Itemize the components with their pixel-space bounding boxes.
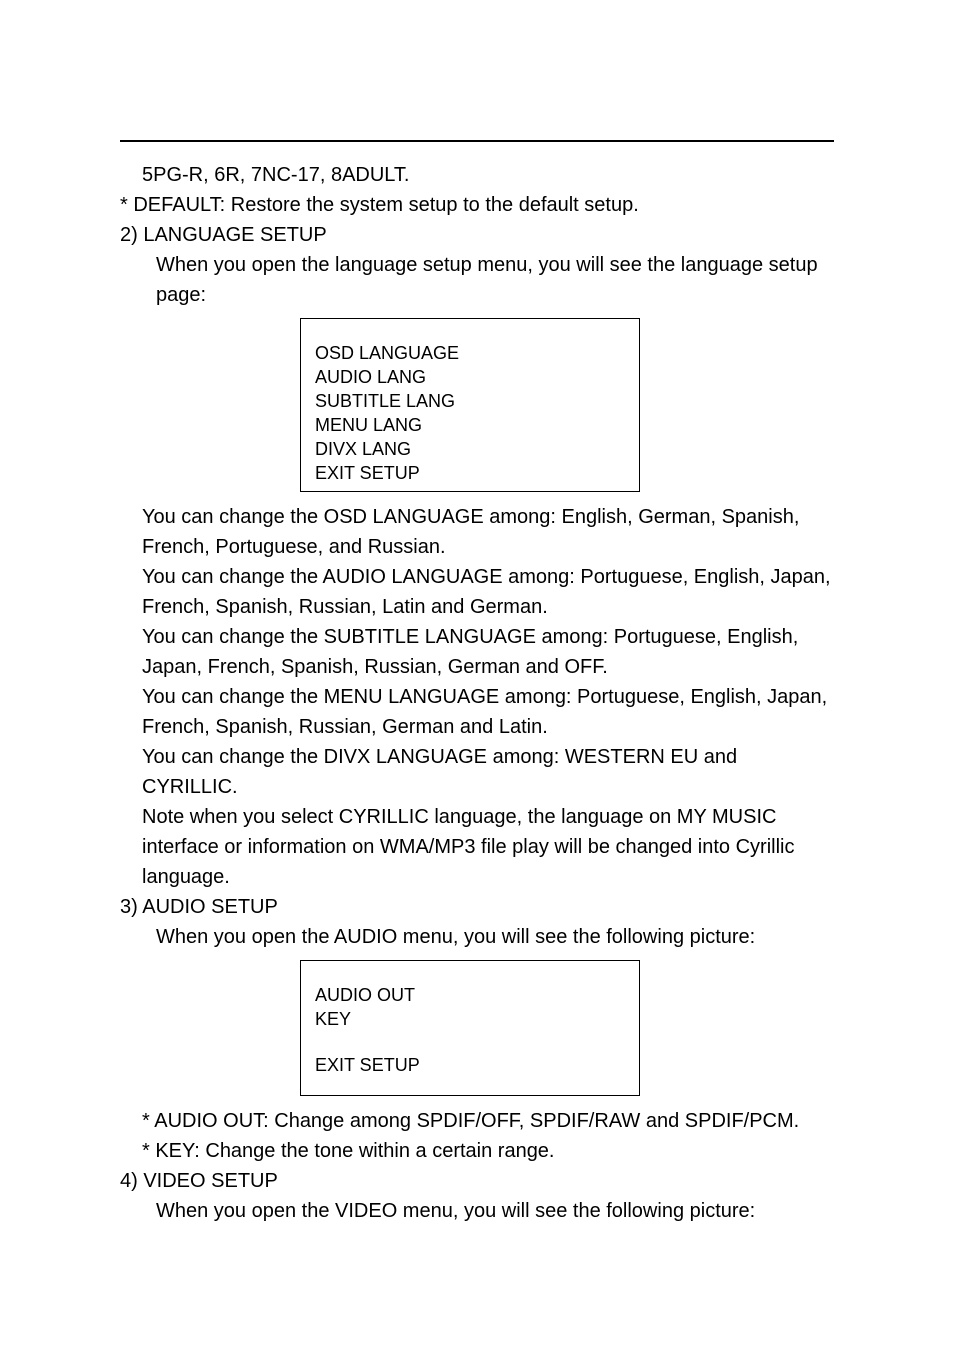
divx-lang-line: You can change the DIVX LANGUAGE among: … xyxy=(142,742,834,802)
menu-item: AUDIO OUT xyxy=(315,983,625,1007)
audio-lang-line1: You can change the AUDIO LANGUAGE among:… xyxy=(142,562,834,592)
cyrillic-note-line3: language. xyxy=(142,862,834,892)
language-menu-box: OSD LANGUAGE AUDIO LANG SUBTITLE LANG ME… xyxy=(300,318,640,492)
subtitle-lang-line2: Japan, French, Spanish, Russian, German … xyxy=(142,652,834,682)
rating-line: 5PG-R, 6R, 7NC-17, 8ADULT. xyxy=(120,160,834,190)
menu-item: EXIT SETUP xyxy=(315,461,625,485)
default-line: * DEFAULT: Restore the system setup to t… xyxy=(120,190,834,220)
osd-lang-line2: French, Portuguese, and Russian. xyxy=(142,532,834,562)
menu-item: SUBTITLE LANG xyxy=(315,389,625,413)
audio-out-line: * AUDIO OUT: Change among SPDIF/OFF, SPD… xyxy=(120,1106,834,1136)
osd-lang-line1: You can change the OSD LANGUAGE among: E… xyxy=(142,502,834,532)
audio-lang-line2: French, Spanish, Russian, Latin and Germ… xyxy=(142,592,834,622)
menu-lang-line1: You can change the MENU LANGUAGE among: … xyxy=(142,682,834,712)
cyrillic-note-line1: Note when you select CYRILLIC language, … xyxy=(142,802,834,832)
video-intro-line: When you open the VIDEO menu, you will s… xyxy=(120,1196,834,1226)
menu-spacer xyxy=(315,1031,625,1053)
language-setup-heading: 2) LANGUAGE SETUP xyxy=(120,220,834,250)
subtitle-lang-line1: You can change the SUBTITLE LANGUAGE amo… xyxy=(142,622,834,652)
menu-item: OSD LANGUAGE xyxy=(315,341,625,365)
document-page: 5PG-R, 6R, 7NC-17, 8ADULT. * DEFAULT: Re… xyxy=(0,0,954,1350)
menu-lang-line2: French, Spanish, Russian, German and Lat… xyxy=(142,712,834,742)
audio-menu-box: AUDIO OUT KEY EXIT SETUP xyxy=(300,960,640,1096)
menu-item: DIVX LANG xyxy=(315,437,625,461)
header-rule xyxy=(120,140,834,142)
menu-item: MENU LANG xyxy=(315,413,625,437)
menu-item: KEY xyxy=(315,1007,625,1031)
language-details: You can change the OSD LANGUAGE among: E… xyxy=(120,502,834,892)
language-intro-line2: page: xyxy=(120,280,834,310)
menu-item: EXIT SETUP xyxy=(315,1053,625,1077)
audio-intro-line: When you open the AUDIO menu, you will s… xyxy=(120,922,834,952)
audio-setup-heading: 3) AUDIO SETUP xyxy=(120,892,834,922)
cyrillic-note-line2: interface or information on WMA/MP3 file… xyxy=(142,832,834,862)
audio-key-line: * KEY: Change the tone within a certain … xyxy=(120,1136,834,1166)
video-setup-heading: 4) VIDEO SETUP xyxy=(120,1166,834,1196)
menu-item: AUDIO LANG xyxy=(315,365,625,389)
language-intro-line1: When you open the language setup menu, y… xyxy=(120,250,834,280)
